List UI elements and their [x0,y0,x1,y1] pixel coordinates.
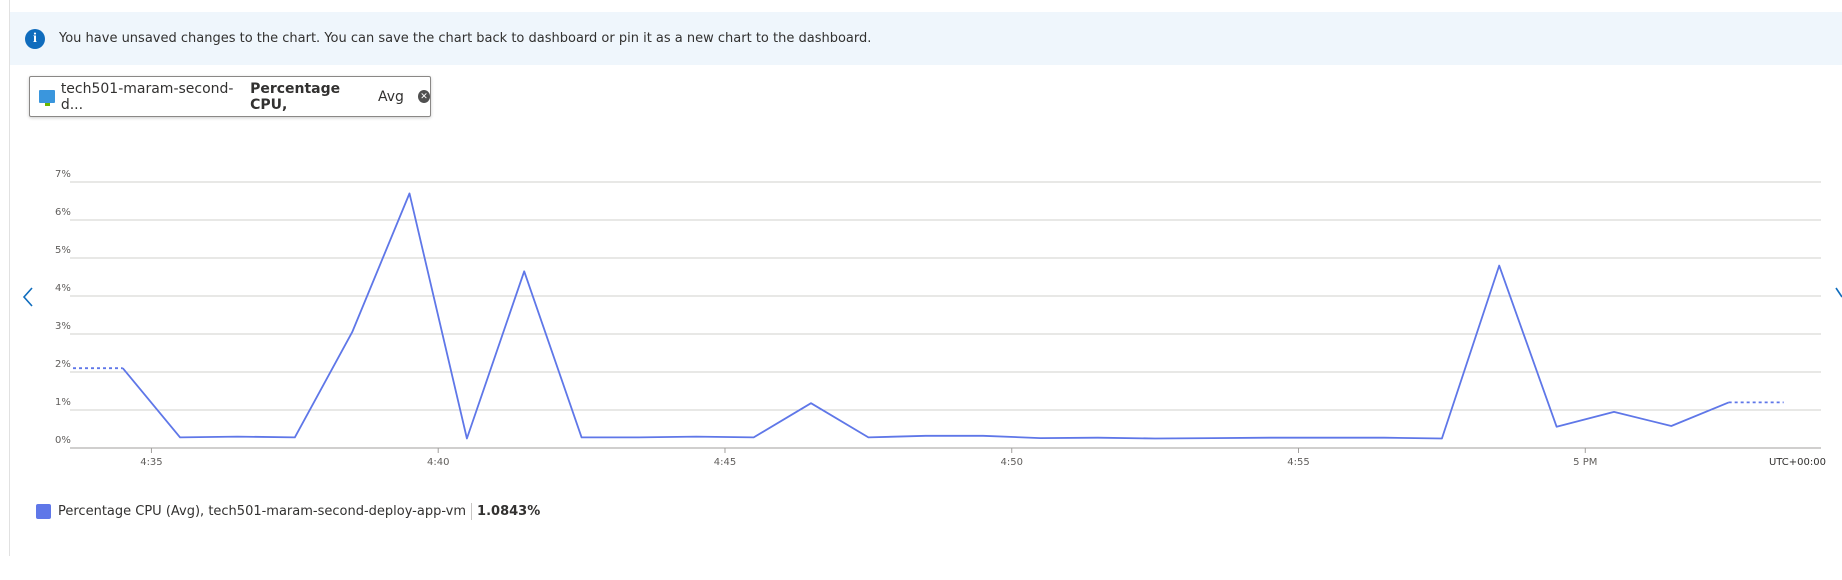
chip-aggregation: Avg [377,88,404,105]
info-icon: i [25,28,45,49]
timezone-label: UTC+00:00 [1769,457,1826,468]
legend: Percentage CPU (Avg), tech501-maram-seco… [36,503,540,520]
x-tick-label: 4:45 [714,457,736,468]
x-tick-label: 4:35 [140,457,162,468]
y-tick-label: 2% [55,359,71,370]
banner-message: You have unsaved changes to the chart. Y… [59,31,872,46]
legend-swatch [36,504,51,519]
y-tick-label: 0% [55,435,71,446]
legend-value: 1.0843% [477,504,541,519]
info-banner: i You have unsaved changes to the chart.… [10,12,1842,65]
y-tick-label: 4% [55,283,71,294]
y-tick-label: 3% [55,321,71,332]
y-tick-label: 1% [55,397,71,408]
chip-metric: Percentage CPU, [250,80,341,113]
panel-edge [9,0,10,556]
legend-label: Percentage CPU (Avg), tech501-maram-seco… [58,504,467,519]
metric-chip[interactable]: tech501-maram-second-d... Percentage CPU… [29,76,431,117]
legend-separator [471,503,473,520]
prev-arrow[interactable] [22,287,33,307]
chip-resource: tech501-maram-second-d... [60,80,234,113]
vm-icon [39,90,55,106]
chip-remove[interactable]: ✕ [417,90,431,103]
series-line [122,192,1730,440]
line-extension [73,367,1784,404]
y-tick-label: 7% [55,169,71,180]
x-tick-label: 4:55 [1287,457,1309,468]
x-tick-label: 4:50 [1001,457,1023,468]
next-arrow[interactable] [1835,287,1842,298]
y-tick-label: 6% [55,207,71,218]
y-tick-label: 5% [55,245,71,256]
x-tick-label: 5 PM [1573,457,1597,468]
x-tick-label: 4:40 [427,457,449,468]
